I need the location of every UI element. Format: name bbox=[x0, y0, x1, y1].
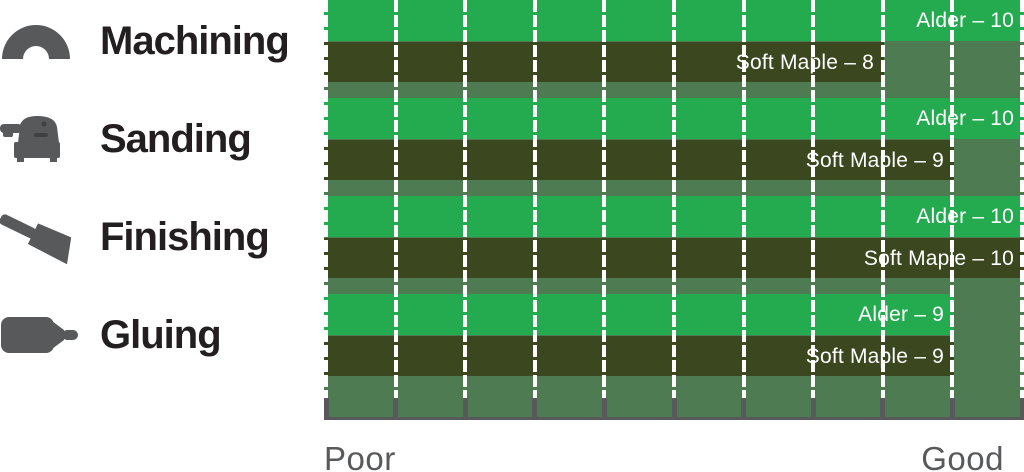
gridline-3 bbox=[532, 0, 537, 398]
category-label-sanding: Sanding bbox=[100, 117, 252, 161]
bar-value-label: Alder – 10 bbox=[916, 205, 1014, 228]
bar-value-label: Soft Maple – 9 bbox=[805, 344, 944, 368]
axis-tick-1 bbox=[393, 398, 399, 417]
bar-value-label: Alder – 10 bbox=[916, 9, 1014, 32]
axis-tick-10 bbox=[1019, 398, 1024, 417]
moulding-arch-icon bbox=[0, 21, 84, 61]
category-label-finishing: Finishing bbox=[100, 215, 270, 259]
glue-bottle-icon bbox=[0, 315, 84, 355]
bar-alder-gluing: Alder – 9 bbox=[324, 294, 954, 335]
axis-tick-9 bbox=[949, 398, 955, 417]
gridline-6 bbox=[741, 0, 746, 398]
gridline-2 bbox=[463, 0, 468, 398]
axis-tick-6 bbox=[741, 398, 747, 417]
orbital-sander-icon bbox=[0, 115, 84, 163]
gridline-1 bbox=[393, 0, 398, 398]
category-label-gluing: Gluing bbox=[100, 313, 222, 357]
category-row-machining: Machining bbox=[0, 0, 324, 82]
bar-value-label: Soft Maple – 10 bbox=[863, 246, 1014, 270]
category-row-gluing: Gluing bbox=[0, 294, 324, 376]
gridline-4 bbox=[602, 0, 607, 398]
axis-label-good: Good bbox=[921, 440, 1004, 472]
gridline-0 bbox=[324, 0, 328, 398]
axis-tick-8 bbox=[880, 398, 886, 417]
axis-tick-4 bbox=[601, 398, 607, 417]
x-axis-line bbox=[324, 417, 1024, 420]
gridline-9 bbox=[950, 0, 955, 398]
axis-tick-3 bbox=[532, 398, 538, 417]
gridline-7 bbox=[811, 0, 816, 398]
category-legend: Machining Sanding bbox=[0, 0, 324, 420]
category-label-machining: Machining bbox=[100, 19, 290, 63]
bar-soft-maple-gluing: Soft Maple – 9 bbox=[324, 336, 954, 376]
axis-label-poor: Poor bbox=[324, 440, 396, 472]
bar-value-label: Alder – 10 bbox=[916, 107, 1014, 130]
gridline-8 bbox=[880, 0, 885, 398]
paint-brush-icon bbox=[0, 207, 84, 267]
category-row-finishing: Finishing bbox=[0, 196, 324, 278]
axis-tick-2 bbox=[462, 398, 468, 417]
axis-tick-0 bbox=[324, 398, 329, 417]
gridline-10 bbox=[1020, 0, 1024, 398]
axis-tick-7 bbox=[810, 398, 816, 417]
gridline-5 bbox=[672, 0, 676, 398]
bar-value-label: Soft Maple – 8 bbox=[735, 50, 874, 74]
bar-value-label: Alder – 9 bbox=[858, 303, 944, 326]
axis-tick-5 bbox=[671, 398, 677, 417]
plot-area: Alder – 10 Soft Maple – 8 Alder – 10 Soft M… bbox=[324, 0, 1024, 420]
category-row-sanding: Sanding bbox=[0, 98, 324, 180]
bar-soft-maple-sanding: Soft Maple – 9 bbox=[324, 140, 954, 180]
bar-value-label: Soft Maple – 9 bbox=[805, 148, 944, 172]
